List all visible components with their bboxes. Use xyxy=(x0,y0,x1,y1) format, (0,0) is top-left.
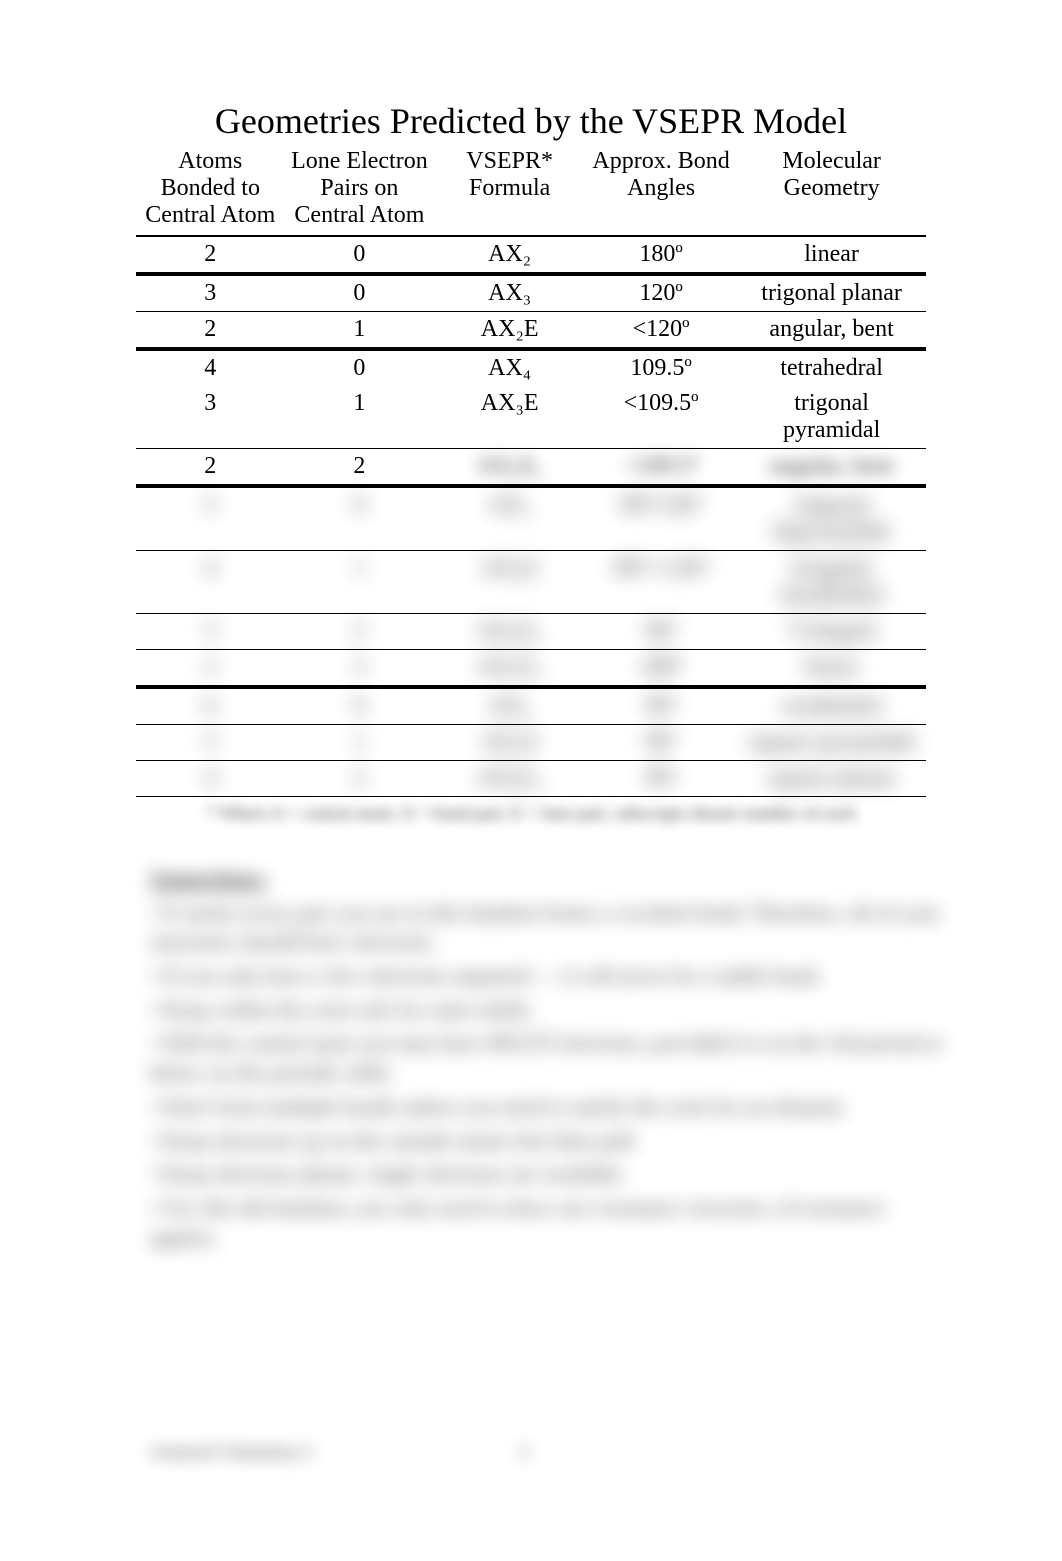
cell-geom: angular, bent xyxy=(737,449,926,487)
col-header-angle: Approx. Bond Angles xyxy=(585,148,737,236)
cell-formula: AX₄E₂ xyxy=(434,761,585,797)
cell-geom: linear xyxy=(737,236,926,274)
cell-lone: 3 xyxy=(285,650,435,688)
table-row: 3 0 AX₃ 120º trigonal planar xyxy=(136,274,926,312)
cell-angle: 180º xyxy=(585,236,737,274)
cell-geom: trigonal pyramidal xyxy=(737,386,926,449)
cell-atoms: 5 xyxy=(136,486,285,551)
col-header-geom: Molecular Geometry xyxy=(737,148,926,236)
cell-angle: 90º/120º xyxy=(585,486,737,551)
table-row: 2 3 AX₂E₃ 180º linear xyxy=(136,650,926,688)
cell-geom: linear xyxy=(737,650,926,688)
note-line: • For this lab handout, you only need to… xyxy=(150,1193,952,1252)
cell-lone: 2 xyxy=(285,614,435,650)
cell-formula: AX₅ xyxy=(434,486,585,551)
cell-atoms: 2 xyxy=(136,650,285,688)
cell-geom: trigonal planar xyxy=(737,274,926,312)
cell-geom: T-shaped xyxy=(737,614,926,650)
cell-angle: 90º/<120º xyxy=(585,551,737,614)
notes-heading: Suggestions: xyxy=(150,864,952,894)
cell-angle: 180º xyxy=(585,650,737,688)
cell-lone: 0 xyxy=(285,349,435,386)
cell-geom: square pyramidal xyxy=(737,725,926,761)
cell-atoms: 3 xyxy=(136,274,285,312)
cell-atoms: 2 xyxy=(136,449,285,487)
table-row: 3 1 AX₃E <109.5º trigonal pyramidal xyxy=(136,386,926,449)
cell-lone: 1 xyxy=(285,312,435,350)
cell-angle: 90º xyxy=(585,725,737,761)
cell-geom: trigonal bipyramidal xyxy=(737,486,926,551)
notes-block: Suggestions: • It seems every pair you s… xyxy=(150,864,952,1252)
col-header-lone: Lone Electron Pairs on Central Atom xyxy=(285,148,435,236)
cell-lone: 0 xyxy=(285,274,435,312)
cell-angle: 120º xyxy=(585,274,737,312)
cell-lone: 2 xyxy=(285,761,435,797)
col-header-formula: VSEPR* Formula xyxy=(434,148,585,236)
cell-atoms: 3 xyxy=(136,614,285,650)
cell-geom: angular, bent xyxy=(737,312,926,350)
cell-lone: 1 xyxy=(285,551,435,614)
cell-formula: AX₆ xyxy=(434,687,585,725)
note-line: • With the central atom you may have MUL… xyxy=(150,1028,952,1087)
cell-angle: <109.5º xyxy=(585,449,737,487)
cell-atoms: 2 xyxy=(136,312,285,350)
note-line: • It seems every pair you see in this ha… xyxy=(150,898,952,957)
table-row: 6 0 AX₆ 90º octahedral xyxy=(136,687,926,725)
table-header-row: Atoms Bonded to Central Atom Lone Electr… xyxy=(136,148,926,236)
cell-formula: AX₄E xyxy=(434,551,585,614)
table-row: 4 0 AX₄ 109.5º tetrahedral xyxy=(136,349,926,386)
note-line: • Keep within the octet rule for outer s… xyxy=(150,995,952,1025)
cell-atoms: 2 xyxy=(136,236,285,274)
note-line: • Keep electrons planar; single electron… xyxy=(150,1159,952,1189)
col-header-atoms: Atoms Bonded to Central Atom xyxy=(136,148,285,236)
cell-angle: 90º xyxy=(585,687,737,725)
cell-angle: <109.5º xyxy=(585,386,737,449)
note-line: • If you only have a few electrons unpai… xyxy=(150,961,952,991)
cell-angle: <120º xyxy=(585,312,737,350)
cell-atoms: 5 xyxy=(136,725,285,761)
cell-formula: AX₃ xyxy=(434,274,585,312)
vsepr-table: Atoms Bonded to Central Atom Lone Electr… xyxy=(136,148,926,797)
table-row: 5 0 AX₅ 90º/120º trigonal bipyramidal xyxy=(136,486,926,551)
cell-atoms: 4 xyxy=(136,761,285,797)
cell-geom: octahedral xyxy=(737,687,926,725)
cell-formula: AX₂ xyxy=(434,236,585,274)
cell-angle: 109.5º xyxy=(585,349,737,386)
cell-formula: AX₂E₂ xyxy=(434,449,585,487)
cell-angle: 90º xyxy=(585,614,737,650)
cell-lone: 0 xyxy=(285,687,435,725)
cell-lone: 1 xyxy=(285,725,435,761)
cell-angle: 90º xyxy=(585,761,737,797)
table-row: 2 0 AX₂ 180º linear xyxy=(136,236,926,274)
page-title: Geometries Predicted by the VSEPR Model xyxy=(70,100,992,142)
table-row: 4 2 AX₄E₂ 90º square planar xyxy=(136,761,926,797)
cell-atoms: 6 xyxy=(136,687,285,725)
table-row: 5 1 AX₅E 90º square pyramidal xyxy=(136,725,926,761)
cell-lone: 2 xyxy=(285,449,435,487)
cell-lone: 0 xyxy=(285,236,435,274)
note-line: • Don't form multiple bonds unless you n… xyxy=(150,1092,952,1122)
table-footnote: * Where A = central atom; X = bond pair;… xyxy=(70,803,992,824)
cell-geom: tetrahedral xyxy=(737,349,926,386)
footer-left: General Chemistry I xyxy=(150,1441,313,1464)
table-row: 2 2 AX₂E₂ <109.5º angular, bent xyxy=(136,449,926,487)
cell-formula: AX₂E₃ xyxy=(434,650,585,688)
cell-geom: square planar xyxy=(737,761,926,797)
note-line: • Keep electrons up on the outside atoms… xyxy=(150,1126,952,1156)
cell-lone: 0 xyxy=(285,486,435,551)
cell-formula: AX₅E xyxy=(434,725,585,761)
cell-formula: AX₂E xyxy=(434,312,585,350)
cell-formula: AX₄ xyxy=(434,349,585,386)
cell-atoms: 3 xyxy=(136,386,285,449)
footer-page-number: 2 xyxy=(520,1441,530,1464)
cell-formula: AX₃E xyxy=(434,386,585,449)
table-row: 2 1 AX₂E <120º angular, bent xyxy=(136,312,926,350)
table-row: 3 2 AX₃E₂ 90º T-shaped xyxy=(136,614,926,650)
cell-geom: irregular tetrahedral xyxy=(737,551,926,614)
cell-lone: 1 xyxy=(285,386,435,449)
cell-atoms: 4 xyxy=(136,349,285,386)
cell-formula: AX₃E₂ xyxy=(434,614,585,650)
cell-atoms: 4 xyxy=(136,551,285,614)
table-row: 4 1 AX₄E 90º/<120º irregular tetrahedral xyxy=(136,551,926,614)
